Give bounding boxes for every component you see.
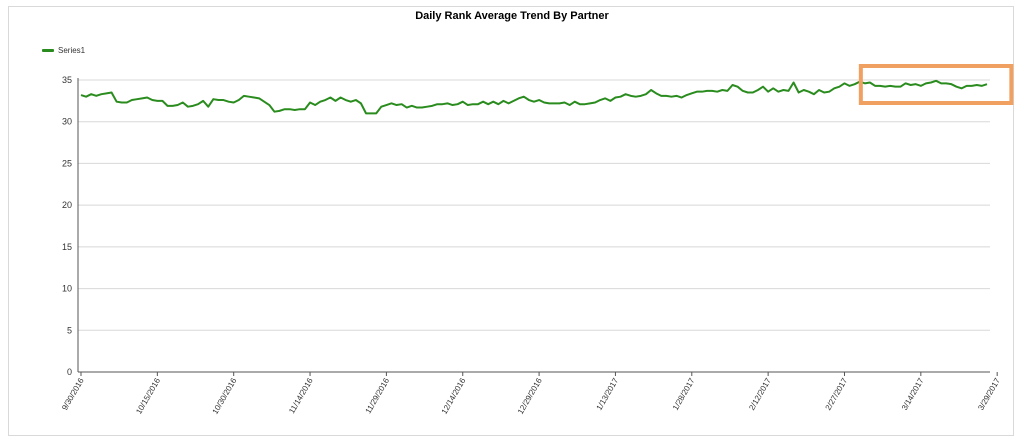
x-tick-label: 3/14/2017: [900, 376, 926, 412]
y-tick-label: 10: [62, 284, 72, 294]
highlight-box: [858, 64, 1014, 105]
x-tick-label: 11/29/2016: [364, 376, 392, 415]
x-tick-label: 10/15/2016: [134, 376, 162, 416]
x-tick-label: 1/13/2017: [595, 376, 621, 412]
legend: Series1: [42, 46, 85, 55]
legend-swatch: [42, 49, 54, 52]
y-tick-label: 5: [67, 325, 72, 335]
x-tick-label: 2/27/2017: [824, 376, 850, 412]
x-tick-label: 2/12/2017: [747, 376, 773, 412]
y-tick-label: 15: [62, 242, 72, 252]
series-line: [80, 79, 988, 115]
y-tick-label: 25: [62, 158, 72, 168]
x-tick-label: 10/30/2016: [211, 376, 239, 416]
y-tick-label: 0: [67, 367, 72, 377]
x-tick-label: 3/29/2017: [976, 376, 1002, 412]
x-tick-label: 1/28/2017: [671, 376, 697, 412]
chart-title: Daily Rank Average Trend By Partner: [415, 10, 609, 22]
x-tick-label: 9/30/2016: [60, 376, 86, 412]
legend-label: Series1: [58, 46, 86, 55]
y-tick-label: 20: [62, 200, 72, 210]
y-tick-label: 35: [62, 75, 72, 85]
y-tick-label: 30: [62, 117, 72, 127]
chart-frame: [8, 6, 1014, 436]
x-tick-label: 12/14/2016: [440, 376, 468, 416]
x-tick-label: 12/29/2016: [516, 376, 544, 416]
x-tick-label: 11/14/2016: [287, 376, 315, 415]
